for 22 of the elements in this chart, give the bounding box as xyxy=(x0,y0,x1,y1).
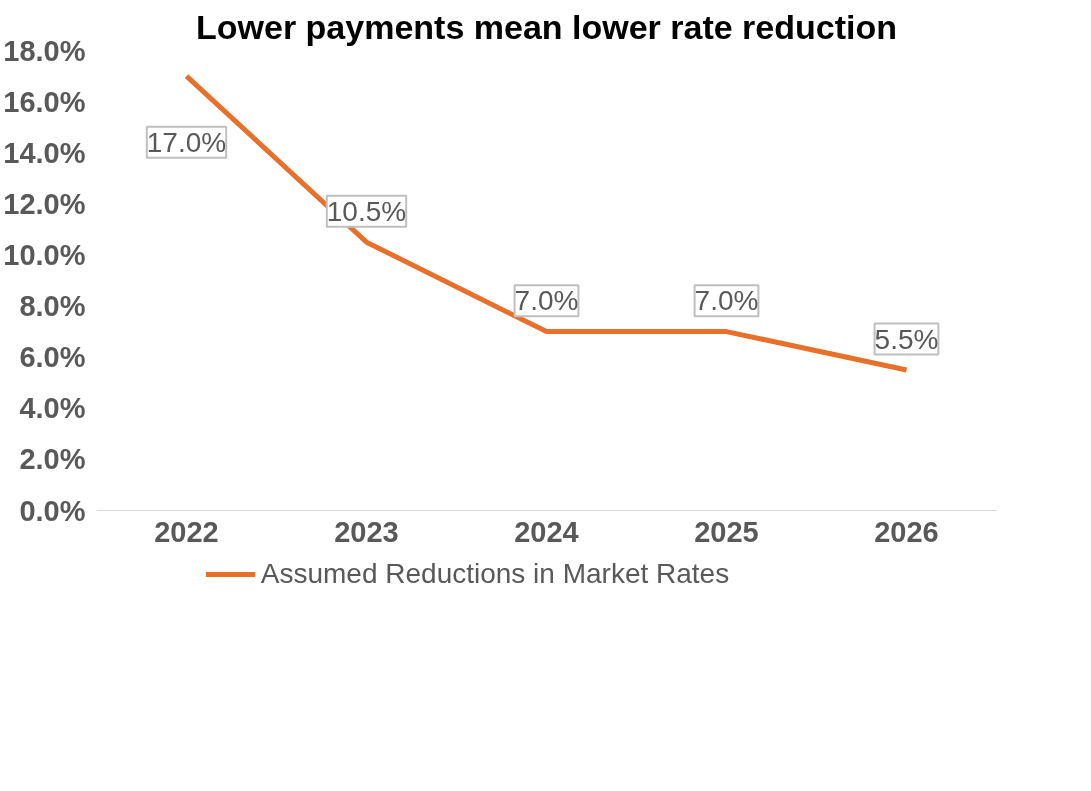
y-tick-label: 8.0% xyxy=(19,290,86,323)
legend-label: Assumed Reductions in Market Rates xyxy=(260,558,730,590)
y-tick-label: 0.0% xyxy=(19,494,86,527)
y-tick-label: 6.0% xyxy=(19,341,86,374)
data-label: 17.0% xyxy=(146,126,227,158)
y-tick-label: 12.0% xyxy=(3,187,86,220)
data-label: 10.5% xyxy=(326,195,407,227)
x-tick-label: 2022 xyxy=(154,515,219,548)
y-tick-label: 16.0% xyxy=(3,85,86,118)
x-tick-label: 2026 xyxy=(874,515,939,548)
x-tick-label: 2023 xyxy=(334,515,399,548)
data-label: 7.0% xyxy=(514,285,579,317)
y-tick-label: 4.0% xyxy=(19,392,86,425)
data-label: 7.0% xyxy=(694,285,759,317)
chart-title: Lower payments mean lower rate reduction xyxy=(196,7,897,46)
x-tick-label: 2024 xyxy=(514,515,579,548)
y-tick-label: 2.0% xyxy=(19,443,86,476)
y-tick-label: 10.0% xyxy=(3,238,86,271)
data-label: 5.5% xyxy=(874,323,939,355)
y-tick-label: 18.0% xyxy=(3,34,86,67)
y-tick-label: 14.0% xyxy=(3,136,86,169)
x-tick-label: 2025 xyxy=(694,515,759,548)
